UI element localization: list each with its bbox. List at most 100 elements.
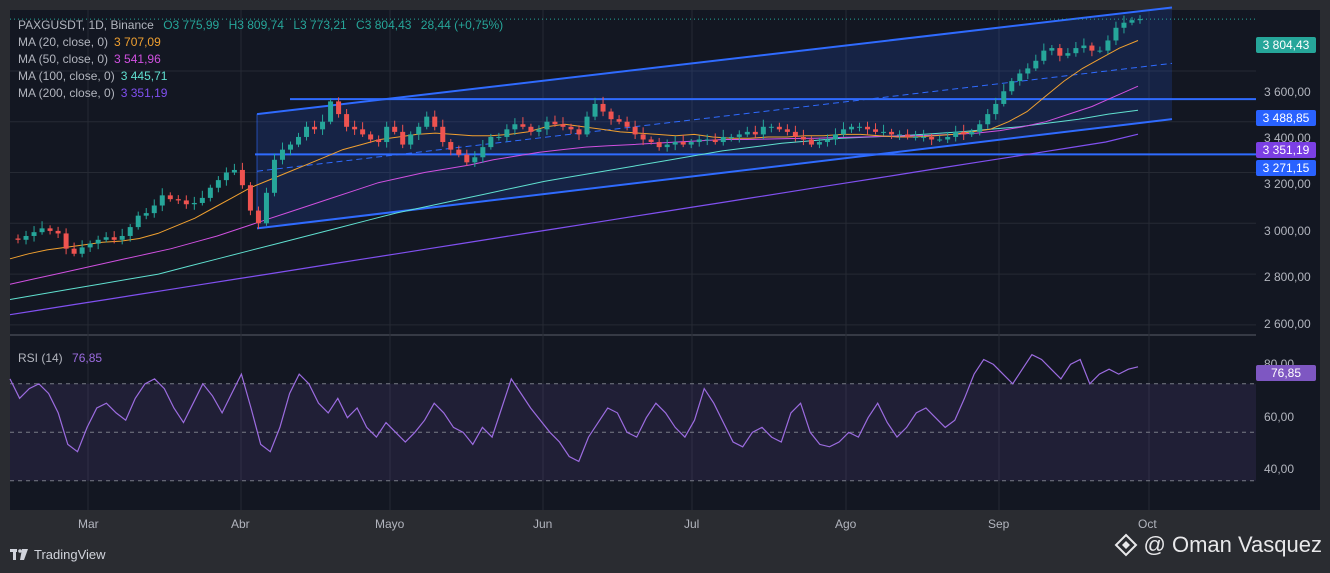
candle-body: [352, 126, 358, 130]
candle-body: [183, 200, 189, 205]
author-watermark: @ Oman Vasquez: [1114, 532, 1322, 558]
candle-body: [672, 142, 678, 145]
tradingview-logo-icon: [10, 548, 28, 560]
high-value: H3 809,74: [228, 18, 284, 32]
candle-body: [840, 129, 846, 135]
candle-body: [520, 124, 526, 127]
candle-body: [961, 131, 967, 135]
candle-body: [929, 136, 935, 140]
candle-body: [336, 101, 342, 115]
candle-body: [1105, 40, 1111, 51]
candle-body: [632, 126, 638, 135]
candle-body: [31, 232, 37, 236]
candle-body: [808, 139, 814, 145]
candle-body: [175, 199, 181, 201]
ma200-value: 3 351,19: [120, 86, 168, 100]
candle-body: [39, 228, 45, 233]
candle-body: [560, 124, 566, 127]
candle-body: [760, 126, 766, 135]
rsi-pane: [9, 353, 1256, 482]
candle-body: [55, 230, 61, 234]
candle-body: [688, 142, 694, 145]
candle-body: [87, 243, 93, 248]
candle-body: [360, 129, 366, 135]
candle-body: [472, 157, 478, 163]
binance-diamond-icon: [1114, 533, 1137, 557]
candle-body: [255, 210, 261, 224]
last-price-tag: 3 804,43: [1256, 37, 1316, 53]
candle-body: [215, 180, 221, 188]
candle-body: [1081, 45, 1087, 49]
ma100-row[interactable]: MA (100, close, 0) 3 445,71: [18, 68, 509, 85]
candle-body: [239, 169, 245, 186]
time-tick: Abr: [231, 517, 250, 531]
candle-body: [608, 111, 614, 120]
candle-body: [271, 159, 277, 193]
candle-body: [279, 149, 285, 160]
candle-body: [985, 114, 991, 125]
rsi-legend[interactable]: RSI (14) 76,85: [18, 351, 102, 365]
time-tick: Mar: [78, 517, 99, 531]
ma20-row[interactable]: MA (20, close, 0) 3 707,09: [18, 34, 509, 51]
ma100-label: MA (100, close, 0): [18, 69, 115, 83]
moving-averages: [9, 40, 1139, 316]
candle-body: [504, 129, 510, 137]
price-tick: 3 000,00: [1264, 224, 1311, 238]
candle-body: [768, 126, 774, 128]
price-tick: 3 200,00: [1264, 177, 1311, 191]
time-tick: Oct: [1138, 517, 1157, 531]
ma50-value: 3 541,96: [114, 52, 161, 66]
candle-body: [865, 126, 871, 130]
time-tick: Jun: [533, 517, 553, 531]
candle-body: [648, 139, 654, 143]
price-tick: 2 600,00: [1264, 317, 1311, 331]
candle-body: [119, 235, 125, 240]
candle-body: [127, 227, 133, 236]
candle-body: [881, 131, 887, 133]
candle-body: [552, 121, 558, 125]
time-tick: Sep: [988, 517, 1010, 531]
candle-body: [752, 131, 758, 135]
candle-body: [448, 142, 454, 150]
candle-body: [247, 185, 253, 211]
candle-body: [1017, 73, 1023, 82]
candle-body: [328, 101, 334, 122]
candle-body: [296, 136, 302, 145]
watermark-text: @ Oman Vasquez: [1143, 532, 1322, 557]
rsi-value: 76,85: [72, 351, 103, 365]
change-value: 28,44 (+0,75%): [420, 18, 504, 32]
candle-body: [223, 172, 229, 181]
rsi-label: RSI (14): [18, 351, 63, 365]
candle-body: [889, 131, 895, 135]
candle-body: [1073, 48, 1079, 54]
candle-body: [640, 134, 646, 140]
candle-body: [1009, 81, 1015, 92]
candle-body: [832, 134, 838, 140]
candle-body: [776, 126, 782, 130]
channel-upper-line: [256, 6, 1173, 116]
time-tick: Jul: [684, 517, 700, 531]
price-tick: 3 400,00: [1264, 131, 1311, 145]
candle-body: [977, 124, 983, 132]
candle-body: [969, 131, 975, 135]
ma50-row[interactable]: MA (50, close, 0) 3 541,96: [18, 51, 509, 68]
candle-body: [408, 134, 414, 145]
candle-body: [744, 131, 750, 135]
candle-body: [937, 139, 943, 141]
ma200-row[interactable]: MA (200, close, 0) 3 351,19: [18, 85, 509, 102]
candle-body: [905, 134, 911, 137]
candle-body: [576, 129, 582, 135]
rsi-tick: 60,00: [1264, 410, 1295, 424]
candle-body: [79, 247, 85, 254]
candle-body: [23, 235, 29, 240]
open-value: O3 775,99: [163, 18, 220, 32]
level-tag-lower: 3 271,15: [1256, 160, 1316, 176]
symbol-label[interactable]: PAXGUSDT, 1D, Binance: [18, 18, 154, 32]
candle-body: [1113, 27, 1119, 41]
candle-body: [392, 126, 398, 132]
close-value: C3 804,43: [356, 18, 412, 32]
tradingview-brand[interactable]: TradingView: [10, 547, 106, 562]
candle-body: [857, 126, 863, 128]
candle-body: [191, 202, 197, 205]
